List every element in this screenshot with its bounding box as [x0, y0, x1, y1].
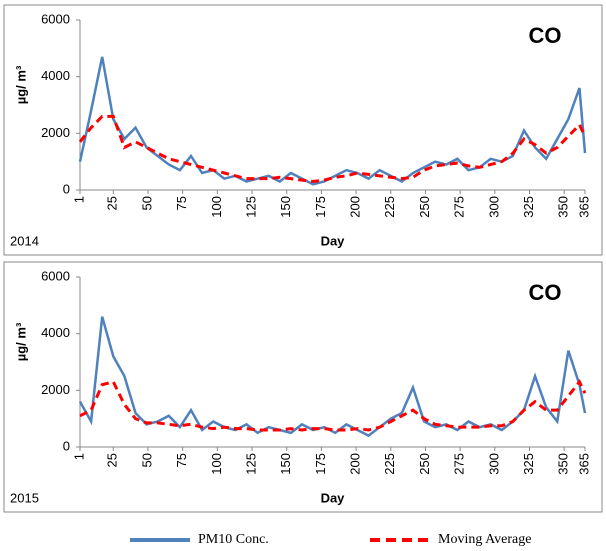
y-axis-label: µg/ m³ — [13, 65, 28, 104]
concentration-line — [78, 316, 587, 438]
x-tick-label: 300 — [486, 196, 501, 218]
panel-frame — [3, 261, 603, 513]
x-tick-label: 25 — [105, 453, 120, 467]
y-tick-label: 4000 — [41, 325, 70, 340]
y-tick-label: 2000 — [41, 125, 70, 140]
y-tick-label: 2000 — [41, 382, 70, 397]
x-tick-label: 225 — [382, 453, 397, 475]
x-tick-label: 250 — [417, 196, 432, 218]
x-tick-label: 350 — [556, 453, 571, 475]
legend-label: PM10 Conc. — [198, 532, 269, 547]
x-tick-label: 225 — [382, 196, 397, 218]
x-tick-label: 275 — [452, 453, 467, 475]
annotation: CO — [529, 280, 562, 305]
y-tick-label: 6000 — [41, 268, 70, 283]
x-axis-label: Day — [321, 490, 346, 505]
x-tick-label: 50 — [139, 196, 154, 210]
moving-average-line — [78, 114, 587, 184]
x-tick-label: 200 — [348, 196, 363, 218]
x-tick-label: 365 — [576, 453, 591, 475]
annotation: CO — [529, 23, 562, 48]
x-tick-label: 325 — [521, 196, 536, 218]
x-tick-label: 325 — [521, 453, 536, 475]
x-tick-label: 125 — [243, 453, 258, 475]
y-tick-label: 0 — [63, 438, 70, 453]
x-tick-label: 75 — [174, 453, 189, 467]
x-tick-label: 50 — [139, 453, 154, 467]
x-tick-label: 150 — [278, 196, 293, 218]
x-tick-label: 75 — [174, 196, 189, 210]
x-tick-label: 125 — [243, 196, 258, 218]
x-tick-label: 150 — [278, 453, 293, 475]
y-tick-label: 6000 — [41, 11, 70, 26]
y-axis-label: µg/ m³ — [13, 322, 28, 361]
y-tick-label: 0 — [63, 181, 70, 196]
x-tick-label: 100 — [209, 453, 224, 475]
x-axis-label: Day — [321, 233, 346, 248]
x-tick-label: 200 — [348, 453, 363, 475]
x-tick-label: 175 — [313, 196, 328, 218]
concentration-line — [78, 56, 587, 186]
x-tick-label: 275 — [452, 196, 467, 218]
year-label: 2015 — [10, 490, 39, 505]
x-tick-label: 1 — [71, 453, 86, 460]
x-tick-label: 100 — [209, 196, 224, 218]
legend-label: Moving Average — [438, 532, 531, 547]
x-tick-label: 300 — [486, 453, 501, 475]
x-tick-label: 365 — [576, 196, 591, 218]
x-tick-label: 350 — [556, 196, 571, 218]
x-tick-label: 1 — [71, 196, 86, 203]
y-tick-label: 4000 — [41, 68, 70, 83]
x-tick-label: 250 — [417, 453, 432, 475]
x-tick-label: 175 — [313, 453, 328, 475]
x-tick-label: 25 — [105, 196, 120, 210]
year-label: 2014 — [10, 233, 39, 248]
panel-frame — [3, 4, 603, 256]
